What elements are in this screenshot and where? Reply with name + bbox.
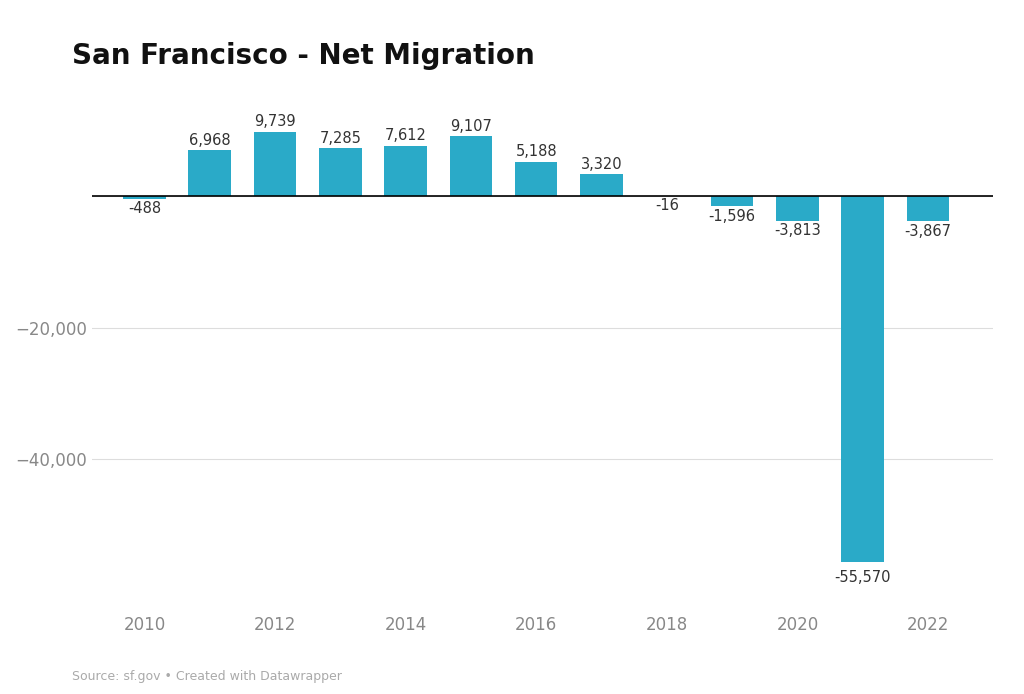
- Bar: [123, 196, 166, 199]
- Bar: [384, 146, 427, 196]
- Text: -3,867: -3,867: [904, 223, 951, 239]
- Text: -16: -16: [655, 198, 679, 213]
- Text: 6,968: 6,968: [188, 133, 230, 148]
- Bar: [907, 196, 949, 221]
- Bar: [515, 162, 557, 196]
- Text: -488: -488: [128, 201, 161, 217]
- Text: 9,107: 9,107: [450, 119, 492, 134]
- Text: 7,612: 7,612: [385, 128, 427, 144]
- Bar: [776, 196, 818, 221]
- Text: 7,285: 7,285: [319, 130, 361, 146]
- Bar: [188, 150, 231, 196]
- Bar: [450, 136, 493, 196]
- Text: -55,570: -55,570: [835, 570, 891, 585]
- Text: 9,739: 9,739: [254, 115, 296, 130]
- Text: -1,596: -1,596: [709, 209, 756, 223]
- Bar: [319, 148, 361, 196]
- Bar: [842, 196, 884, 562]
- Text: San Francisco - Net Migration: San Francisco - Net Migration: [72, 42, 535, 69]
- Text: 5,188: 5,188: [515, 144, 557, 160]
- Bar: [581, 174, 623, 196]
- Text: Source: sf.gov • Created with Datawrapper: Source: sf.gov • Created with Datawrappe…: [72, 670, 342, 683]
- Text: -3,813: -3,813: [774, 223, 821, 238]
- Bar: [711, 196, 754, 206]
- Text: 3,320: 3,320: [581, 157, 623, 171]
- Bar: [254, 132, 296, 196]
